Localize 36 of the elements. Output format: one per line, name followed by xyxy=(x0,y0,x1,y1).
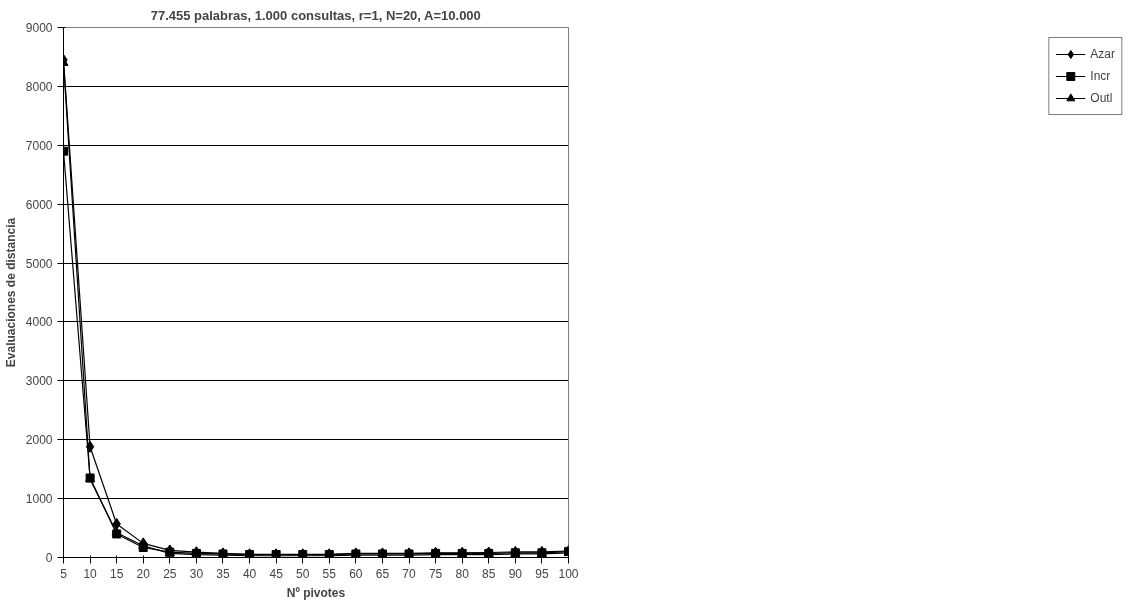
x-tick-label: 85 xyxy=(482,566,496,581)
y-tick-label: 7000 xyxy=(25,138,53,153)
legend-label: Outl xyxy=(1090,91,1113,105)
y-tick-label: 8000 xyxy=(25,79,53,94)
y-tick-label: 4000 xyxy=(25,315,53,330)
x-tick-label: 20 xyxy=(136,566,151,581)
x-tick-label: 60 xyxy=(349,566,363,581)
x-tick-label: 25 xyxy=(163,566,177,581)
x-tick-label: 55 xyxy=(322,566,337,581)
x-tick-label: 80 xyxy=(455,566,470,581)
legend-label: Incr xyxy=(1090,69,1111,83)
x-tick-label: 65 xyxy=(375,566,390,581)
x-tick-label: 75 xyxy=(428,566,443,581)
x-tick-label: 10 xyxy=(83,566,98,581)
x-tick-label: 70 xyxy=(402,566,417,581)
y-axis-title: Evaluaciones de distancia xyxy=(3,217,18,368)
x-tick-label: 5 xyxy=(60,566,68,581)
x-tick-label: 95 xyxy=(535,566,549,581)
chart-title: 77.455 palabras, 1.000 consultas, r=1, N=20, A=10.000 xyxy=(150,7,481,23)
x-tick-label: 30 xyxy=(189,566,204,581)
y-tick-label: 6000 xyxy=(25,197,53,212)
x-tick-label: 15 xyxy=(109,566,124,581)
y-tick-label: 9000 xyxy=(25,21,53,35)
x-tick-label: 45 xyxy=(269,566,284,581)
y-tick-label: 3000 xyxy=(25,374,53,389)
y-tick-label: 1000 xyxy=(25,492,53,507)
x-tick-label: 40 xyxy=(242,566,257,581)
y-tick-label: 0 xyxy=(45,551,53,565)
x-tick-label: 100 xyxy=(558,566,579,581)
x-tick-label: 50 xyxy=(296,566,310,581)
x-tick-label: 90 xyxy=(508,566,523,581)
x-tick-label: 35 xyxy=(216,566,230,581)
x-axis-title: Nº pivotes xyxy=(286,585,346,600)
legend-label: Azar xyxy=(1090,47,1115,61)
y-tick-label: 5000 xyxy=(25,256,53,271)
y-tick-label: 2000 xyxy=(25,433,53,448)
